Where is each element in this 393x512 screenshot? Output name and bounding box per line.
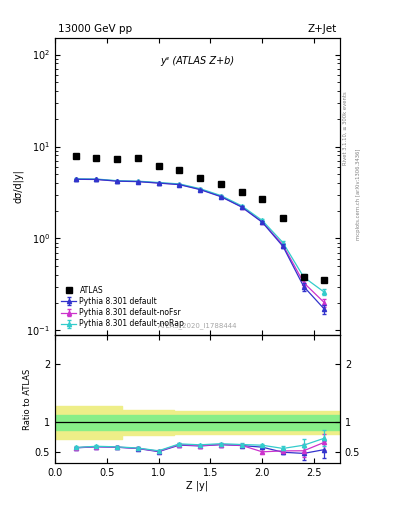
ATLAS bbox=[301, 274, 306, 280]
ATLAS bbox=[177, 167, 182, 174]
ATLAS bbox=[94, 155, 99, 161]
ATLAS bbox=[115, 156, 119, 162]
Y-axis label: dσ/d|y|: dσ/d|y| bbox=[13, 169, 24, 203]
Text: Z+Jet: Z+Jet bbox=[308, 24, 337, 34]
ATLAS bbox=[136, 155, 140, 161]
Text: mcplots.cern.ch [arXiv:1306.3436]: mcplots.cern.ch [arXiv:1306.3436] bbox=[356, 149, 361, 240]
Text: 13000 GeV pp: 13000 GeV pp bbox=[58, 24, 132, 34]
ATLAS bbox=[322, 278, 327, 284]
ATLAS bbox=[156, 163, 161, 169]
Legend: ATLAS, Pythia 8.301 default, Pythia 8.301 default-noFsr, Pythia 8.301 default-no: ATLAS, Pythia 8.301 default, Pythia 8.30… bbox=[59, 283, 187, 331]
ATLAS bbox=[73, 154, 78, 160]
Text: yᵌ (ATLAS Z+b): yᵌ (ATLAS Z+b) bbox=[160, 56, 235, 66]
ATLAS bbox=[239, 189, 244, 195]
X-axis label: Z |y|: Z |y| bbox=[187, 481, 208, 492]
Text: ATLAS_2020_I1788444: ATLAS_2020_I1788444 bbox=[158, 322, 237, 329]
Line: ATLAS: ATLAS bbox=[73, 153, 327, 284]
ATLAS bbox=[281, 216, 285, 222]
Y-axis label: Ratio to ATLAS: Ratio to ATLAS bbox=[23, 368, 32, 430]
Text: Rivet 3.1.10, ≥ 300k events: Rivet 3.1.10, ≥ 300k events bbox=[343, 91, 348, 165]
ATLAS bbox=[198, 175, 202, 181]
ATLAS bbox=[260, 196, 264, 202]
ATLAS bbox=[219, 181, 223, 187]
